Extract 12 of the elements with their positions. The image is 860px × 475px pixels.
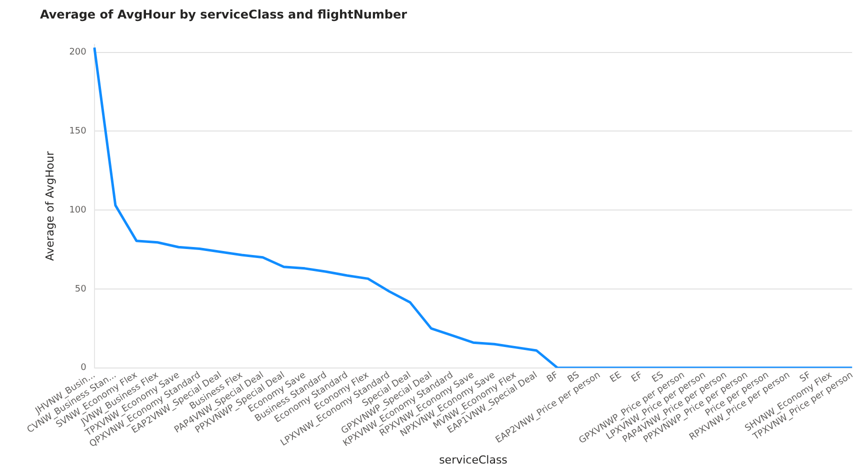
x-tick-label: EF	[630, 370, 645, 385]
y-tick-label: 200	[69, 48, 87, 58]
x-axis-title: serviceClass	[439, 453, 508, 466]
x-tick-label: BF	[545, 370, 560, 386]
chart-title: Average of AvgHour by serviceClass and flightNumber	[40, 7, 408, 22]
x-tick-label: EE	[608, 370, 624, 386]
y-tick-label: 100	[69, 205, 87, 216]
y-axis-title: Average of AvgHour	[43, 150, 56, 261]
y-tick-label: 50	[74, 284, 87, 294]
y-tick-label: 150	[69, 126, 87, 137]
y-tick-label: 0	[80, 363, 87, 374]
x-tick-label: SF	[798, 370, 813, 385]
